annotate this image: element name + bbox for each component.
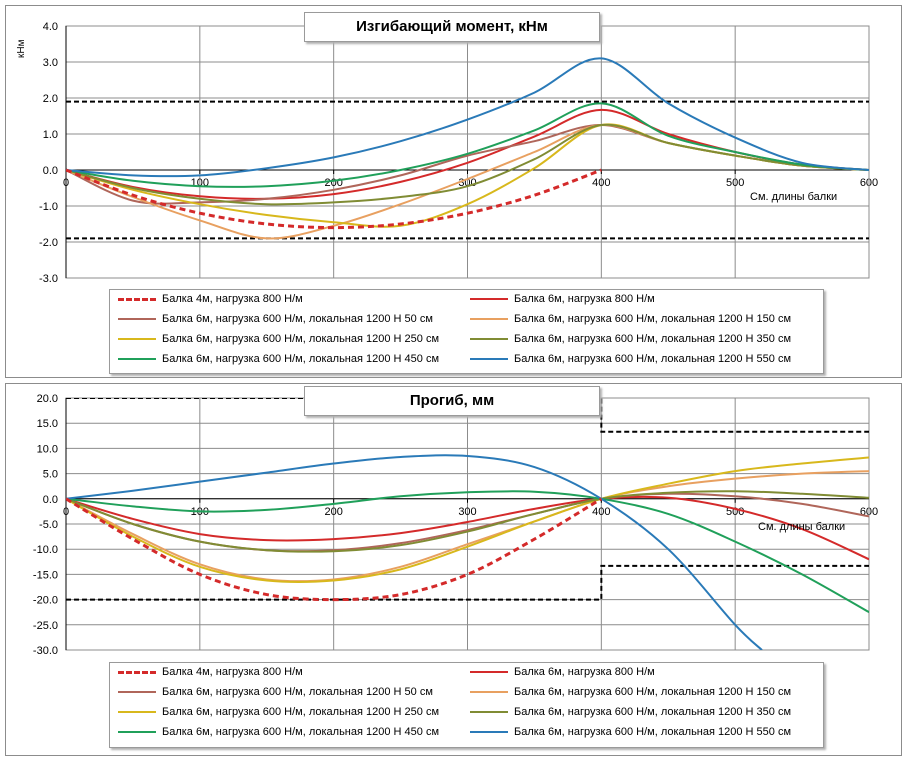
deflection-ytick-label: -15.0 [33, 569, 58, 581]
deflection-legend-label: Балка 6м, нагрузка 600 Н/м, локальная 12… [162, 726, 440, 738]
moment-series-line-7 [66, 57, 869, 178]
deflection-legend-item: Балка 6м, нагрузка 600 Н/м, локальная 12… [470, 686, 791, 698]
moment-series-line-6 [66, 102, 869, 188]
deflection-legend-item: Балка 6м, нагрузка 600 Н/м, локальная 12… [470, 706, 791, 718]
moment-chart-plot: 4.03.02.01.00.0-1.0-2.0-3.00100200300400… [39, 21, 878, 285]
deflection-legend-swatch [470, 671, 508, 673]
moment-legend-swatch [470, 298, 508, 300]
moment-legend-item: Балка 6м, нагрузка 600 Н/м, локальная 12… [118, 333, 439, 345]
deflection-legend-item: Балка 6м, нагрузка 600 Н/м, локальная 12… [118, 726, 439, 738]
deflection-legend-swatch [118, 670, 156, 674]
moment-legend-swatch [118, 358, 156, 360]
deflection-ytick-label: 15.0 [37, 418, 58, 430]
moment-legend-item: Балка 6м, нагрузка 600 Н/м, локальная 12… [470, 313, 791, 325]
deflection-legend-item: Балка 6м, нагрузка 600 Н/м, локальная 12… [470, 726, 791, 738]
deflection-ytick-label: -20.0 [33, 595, 58, 607]
moment-series-line-5 [66, 123, 869, 206]
deflection-legend-item: Балка 6м, нагрузка 600 Н/м, локальная 12… [118, 706, 439, 718]
moment-legend-swatch [118, 318, 156, 320]
deflection-legend-label: Балка 6м, нагрузка 600 Н/м, локальная 12… [514, 706, 792, 718]
deflection-legend-label: Балка 6м, нагрузка 600 Н/м, локальная 12… [514, 686, 792, 698]
moment-ytick-label: -2.0 [39, 237, 58, 249]
moment-legend-label: Балка 6м, нагрузка 800 Н/м [514, 293, 655, 305]
moment-series-line-0 [66, 168, 602, 230]
deflection-series-line-1 [66, 495, 869, 561]
deflection-legend-label: Балка 6м, нагрузка 600 Н/м, локальная 12… [162, 706, 440, 718]
moment-legend-swatch [470, 358, 508, 360]
moment-legend-item: Балка 6м, нагрузка 600 Н/м, локальная 12… [118, 353, 439, 365]
moment-ytick-label: -1.0 [39, 201, 58, 213]
deflection-legend-item: Балка 6м, нагрузка 600 Н/м, локальная 12… [118, 686, 433, 698]
deflection-ytick-label: 10.0 [37, 443, 58, 455]
moment-legend-swatch [470, 338, 508, 340]
moment-legend-label: Балка 6м, нагрузка 600 Н/м, локальная 12… [162, 313, 433, 325]
deflection-ytick-label: 0.0 [43, 494, 58, 506]
moment-xtick-label: 400 [592, 177, 610, 189]
moment-ytick-label: 1.0 [43, 129, 58, 141]
deflection-series-line-3 [66, 470, 869, 583]
moment-legend-item: Балка 4м, нагрузка 800 Н/м [118, 293, 303, 305]
moment-chart-title: Изгибающий момент, кНм [304, 12, 600, 42]
deflection-chart-panel: 20.0 15.0 10.0 5.0 0.0 -5.0 -10.0 -15.0 -20.0 -25… [5, 383, 902, 756]
moment-legend-swatch [118, 297, 156, 301]
deflection-series-line-6 [66, 490, 869, 614]
moment-chart-legend: Балка 4м, нагрузка 800 Н/м Балка 6м, нагр… [109, 289, 824, 374]
moment-legend-label: Балка 6м, нагрузка 600 Н/м, локальная 12… [514, 333, 792, 345]
deflection-legend-label: Балка 4м, нагрузка 800 Н/м [162, 666, 303, 678]
deflection-xtick-label: 400 [592, 506, 610, 518]
moment-legend-item: Балка 6м, нагрузка 600 Н/м, локальная 12… [470, 333, 791, 345]
deflection-ytick-label: -25.0 [33, 620, 58, 632]
deflection-legend-swatch [470, 691, 508, 693]
moment-legend-label: Балка 6м, нагрузка 600 Н/м, локальная 12… [514, 313, 792, 325]
moment-chart-ylabel: кНм [16, 39, 27, 58]
deflection-chart-title: Прогиб, мм [304, 386, 600, 416]
deflection-chart-legend: Балка 4м, нагрузка 800 Н/м Балка 6м, нагр… [109, 662, 824, 748]
deflection-series-line-5 [66, 490, 869, 553]
deflection-legend-item: Балка 6м, нагрузка 800 Н/м [470, 666, 655, 678]
deflection-series-line-0 [66, 497, 603, 602]
deflection-legend-swatch [118, 691, 156, 693]
moment-legend-swatch [470, 318, 508, 320]
deflection-ytick-label: -10.0 [33, 544, 58, 556]
deflection-series-line-7 [66, 454, 763, 650]
deflection-legend-swatch [470, 731, 508, 733]
moment-xtick-label: 500 [726, 177, 744, 189]
moment-legend-item: Балка 6м, нагрузка 600 Н/м, локальная 12… [470, 353, 791, 365]
deflection-limit-line [66, 398, 869, 433]
deflection-ytick-label: 5.0 [43, 469, 58, 481]
moment-legend-item: Балка 6м, нагрузка 800 Н/м [470, 293, 655, 305]
deflection-ytick-label: 20.0 [37, 393, 58, 405]
deflection-series-line-4 [66, 456, 869, 583]
moment-legend-label: Балка 6м, нагрузка 600 Н/м, локальная 12… [162, 353, 440, 365]
deflection-legend-item: Балка 4м, нагрузка 800 Н/м [118, 666, 303, 678]
moment-legend-label: Балка 6м, нагрузка 600 Н/м, локальная 12… [514, 353, 792, 365]
moment-legend-item: Балка 6м, нагрузка 600 Н/м, локальная 12… [118, 313, 433, 325]
moment-ytick-label: 2.0 [43, 93, 58, 105]
deflection-xtick-label: 300 [458, 506, 476, 518]
moment-ytick-label: 3.0 [43, 57, 58, 69]
moment-ytick-label: 4.0 [43, 21, 58, 33]
moment-chart-panel: 4.03.02.01.00.0-1.0-2.0-3.00100200300400… [5, 5, 902, 378]
moment-legend-swatch [118, 338, 156, 340]
deflection-ytick-label: -5.0 [39, 519, 58, 531]
moment-xtick-label: 200 [324, 177, 342, 189]
moment-ytick-label: -3.0 [39, 273, 58, 285]
moment-legend-label: Балка 4м, нагрузка 800 Н/м [162, 293, 303, 305]
moment-legend-label: Балка 6м, нагрузка 600 Н/м, локальная 12… [162, 333, 440, 345]
deflection-legend-label: Балка 6м, нагрузка 600 Н/м, локальная 12… [514, 726, 792, 738]
deflection-legend-swatch [118, 711, 156, 713]
deflection-chart-plot: 20.0 15.0 10.0 5.0 0.0 -5.0 -10.0 -15.0 -20.0 -25… [33, 393, 878, 657]
deflection-xtick-label: 200 [324, 506, 342, 518]
deflection-ytick-label: -30.0 [33, 645, 58, 657]
deflection-legend-swatch [470, 711, 508, 713]
moment-chart-xlabel: См. длины балки [750, 191, 838, 203]
deflection-legend-label: Балка 6м, нагрузка 800 Н/м [514, 666, 655, 678]
deflection-legend-label: Балка 6м, нагрузка 600 Н/м, локальная 12… [162, 686, 433, 698]
moment-ytick-label: 0.0 [43, 165, 58, 177]
deflection-chart-xlabel: См. длины балки [758, 521, 846, 533]
deflection-legend-swatch [118, 731, 156, 733]
